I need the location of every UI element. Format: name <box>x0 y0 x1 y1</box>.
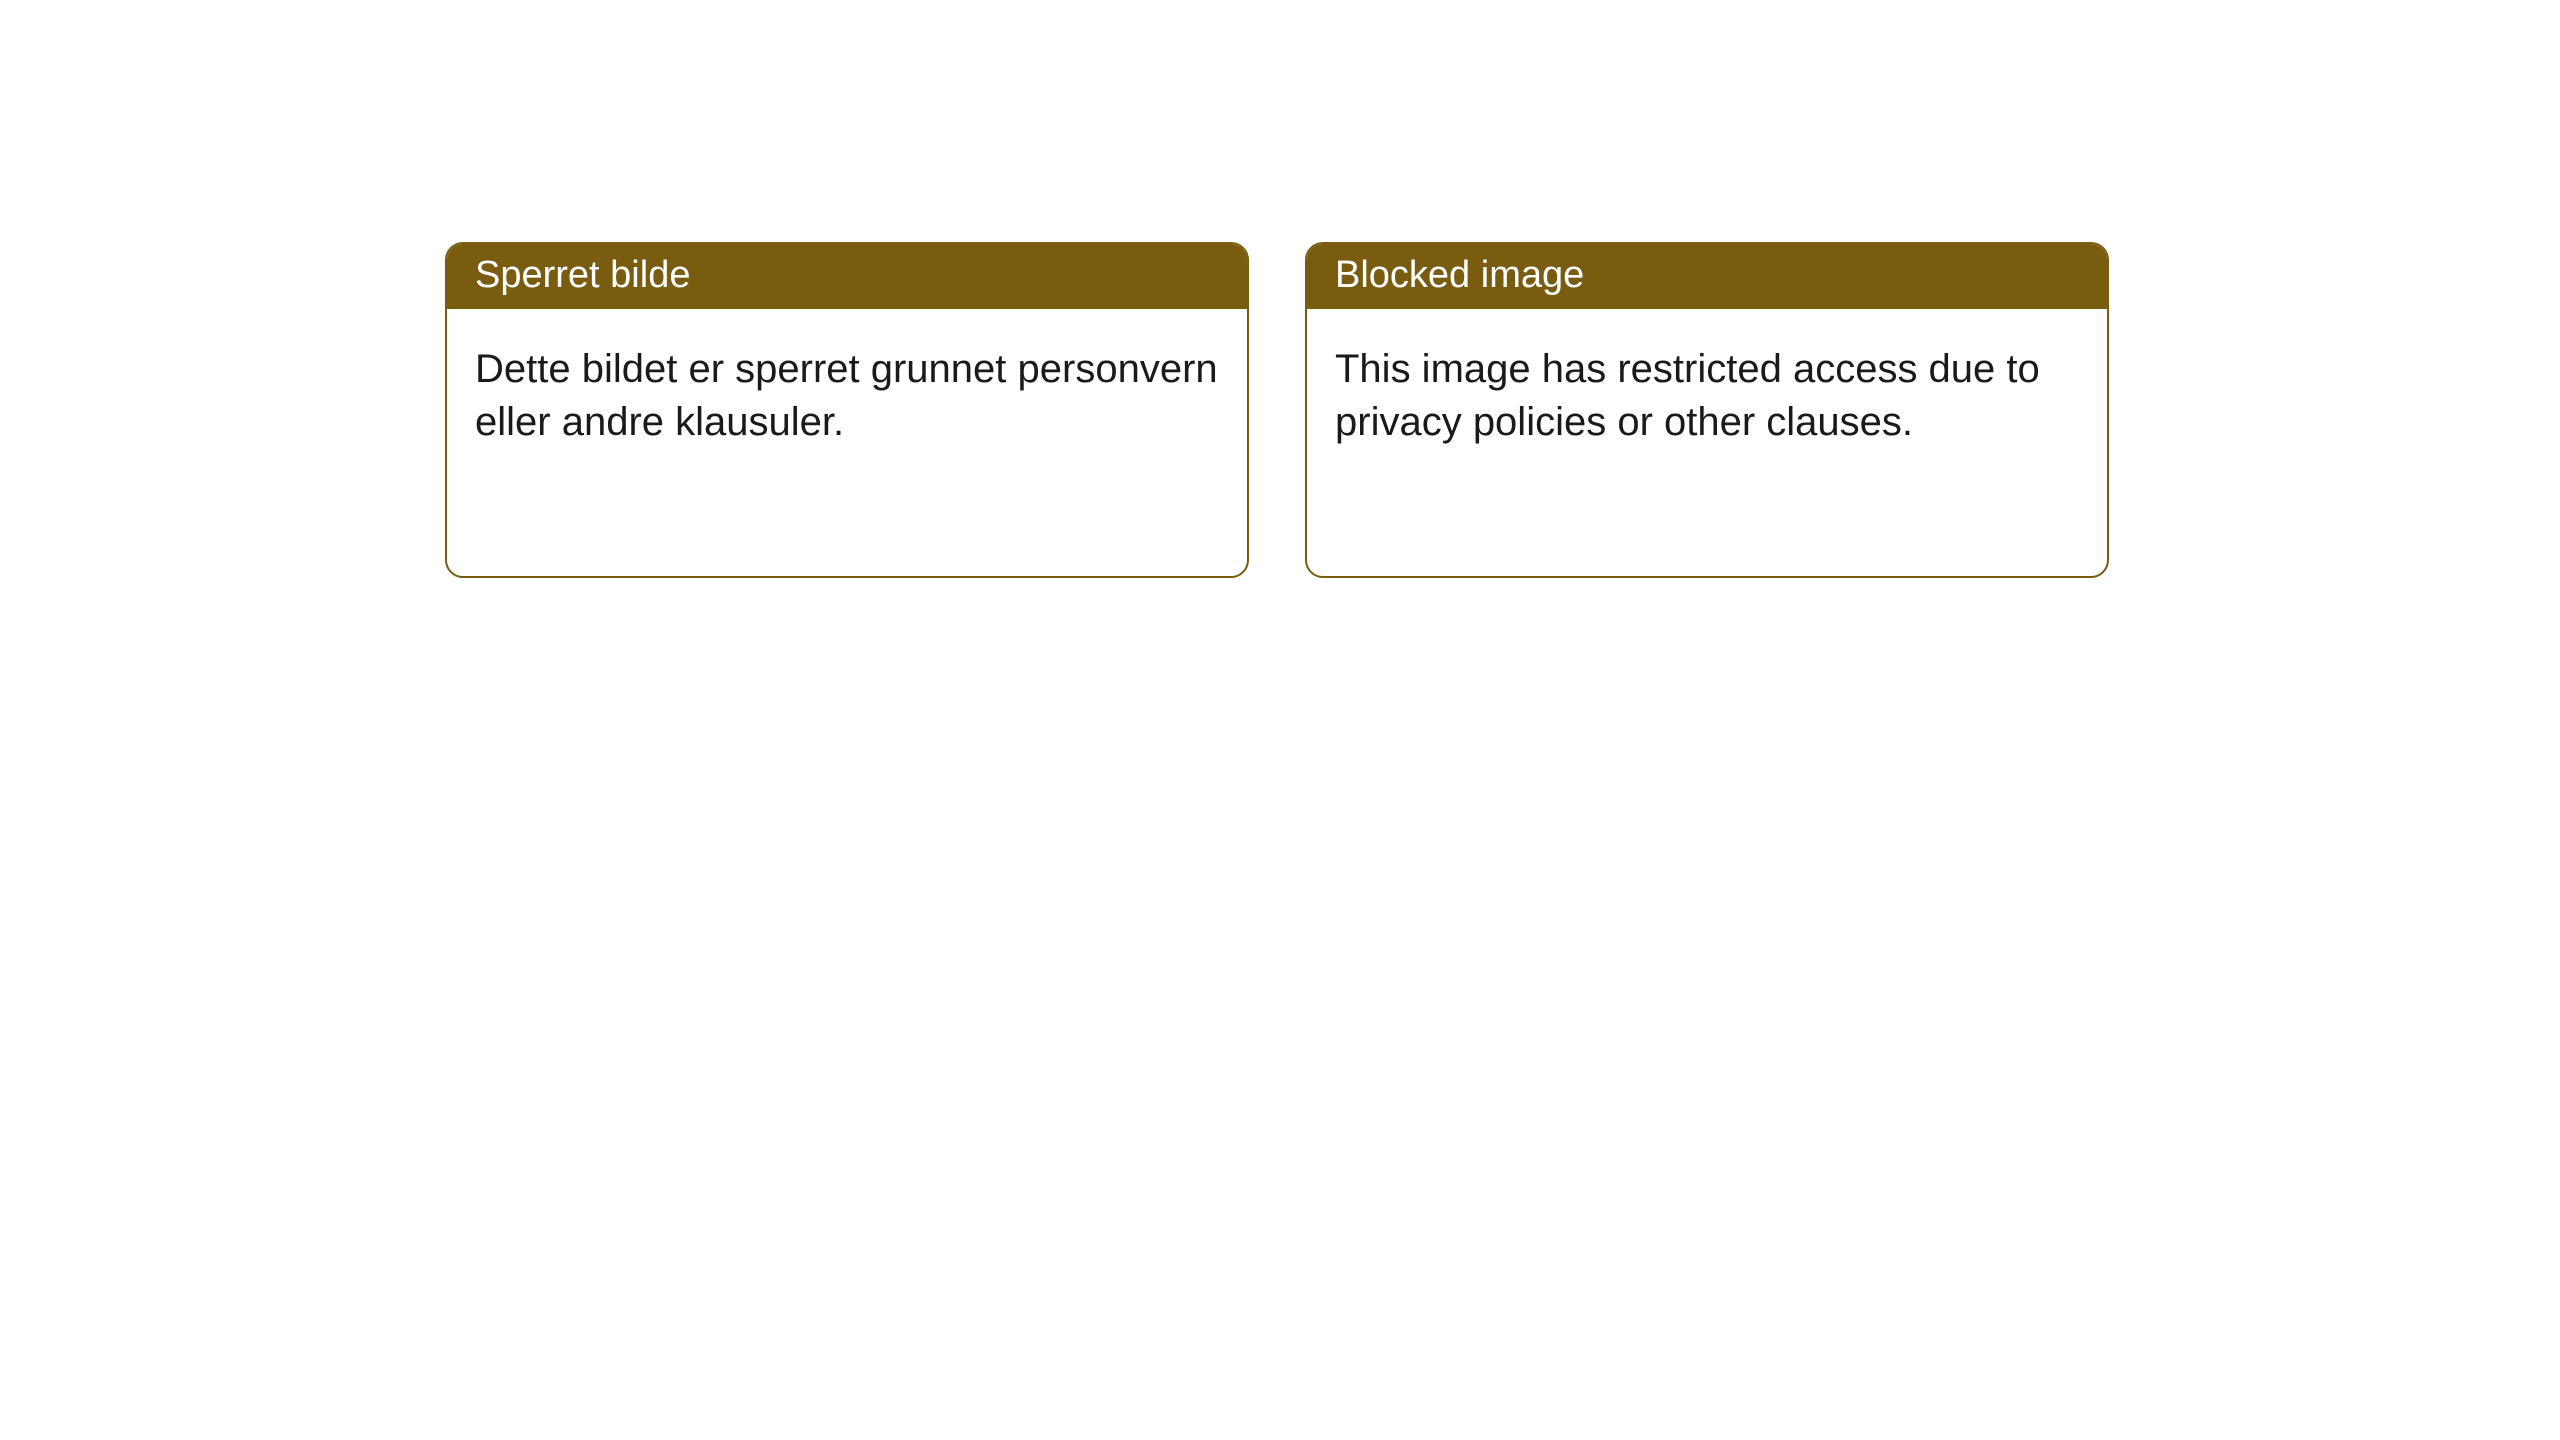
notice-body: Dette bildet er sperret grunnet personve… <box>447 309 1247 483</box>
notice-body: This image has restricted access due to … <box>1307 309 2107 483</box>
notice-header: Sperret bilde <box>447 244 1247 309</box>
notice-card-english: Blocked image This image has restricted … <box>1305 242 2109 578</box>
notice-header: Blocked image <box>1307 244 2107 309</box>
notice-container: Sperret bilde Dette bildet er sperret gr… <box>445 242 2109 578</box>
notice-card-norwegian: Sperret bilde Dette bildet er sperret gr… <box>445 242 1249 578</box>
